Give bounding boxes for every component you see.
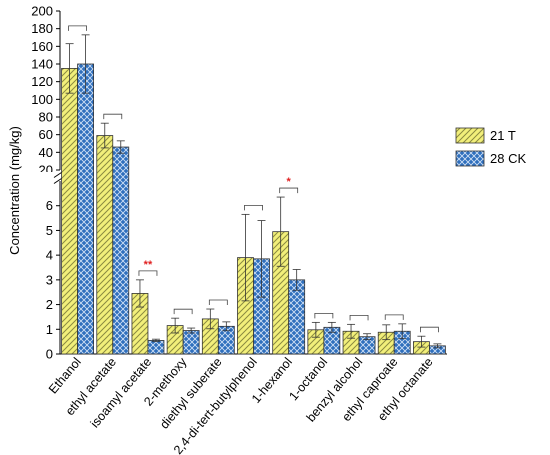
y-tick-label: 80 <box>39 110 53 125</box>
significance-bracket <box>208 299 228 306</box>
y-tick-label: 5 <box>46 223 53 238</box>
significance-bracket <box>103 113 123 120</box>
legend-label: 28 CK <box>490 151 526 166</box>
y-tick-label: 1 <box>46 322 53 337</box>
y-tick-label: 180 <box>31 21 53 36</box>
bar-ck28 <box>112 146 130 355</box>
bar-t21 <box>61 68 78 355</box>
bar-ck28 <box>288 279 306 355</box>
bar-ck28 <box>147 340 165 355</box>
y-tick-label: 3 <box>46 272 53 287</box>
y-tick-label: 160 <box>31 39 53 54</box>
axis-break-gap <box>30 172 450 179</box>
significance-marker: ** <box>144 259 153 271</box>
significance-bracket <box>138 270 158 276</box>
significance-bracket <box>279 187 299 194</box>
legend-label: 21 T <box>490 128 516 143</box>
y-tick-label: 6 <box>46 198 53 213</box>
y-tick-label: 100 <box>31 92 53 107</box>
y-tick-label: 0 <box>46 347 53 362</box>
y-tick-label: 2 <box>46 297 53 312</box>
y-tick-label: 200 <box>31 4 53 19</box>
significance-marker: * <box>287 176 292 188</box>
y-tick-label: 4 <box>46 248 53 263</box>
significance-bracket <box>384 314 404 320</box>
significance-bracket <box>420 326 439 333</box>
bar-ck28 <box>77 63 94 355</box>
y-axis-title: Concentration (mg/kg) <box>7 126 22 255</box>
bar-t21 <box>96 135 114 355</box>
category-label: diethyl suberate <box>157 355 224 432</box>
bars: *** <box>61 25 446 355</box>
significance-bracket <box>314 312 334 319</box>
significance-bracket <box>173 308 193 315</box>
significance-bracket <box>68 25 87 31</box>
bar-ck28 <box>182 330 200 355</box>
legend-swatch-ck28 <box>455 150 485 167</box>
legend: 21 T 28 CK <box>455 127 526 167</box>
axes: 012345620406080100120140160180200Concent… <box>7 4 450 362</box>
y-tick-label: 60 <box>39 127 53 142</box>
y-tick-label: 140 <box>31 57 53 72</box>
significance-bracket <box>349 314 369 321</box>
y-tick-label: 40 <box>39 145 53 160</box>
y-tick-label: 120 <box>31 74 53 89</box>
significance-bracket <box>244 204 263 211</box>
legend-swatch-t21 <box>455 127 485 144</box>
